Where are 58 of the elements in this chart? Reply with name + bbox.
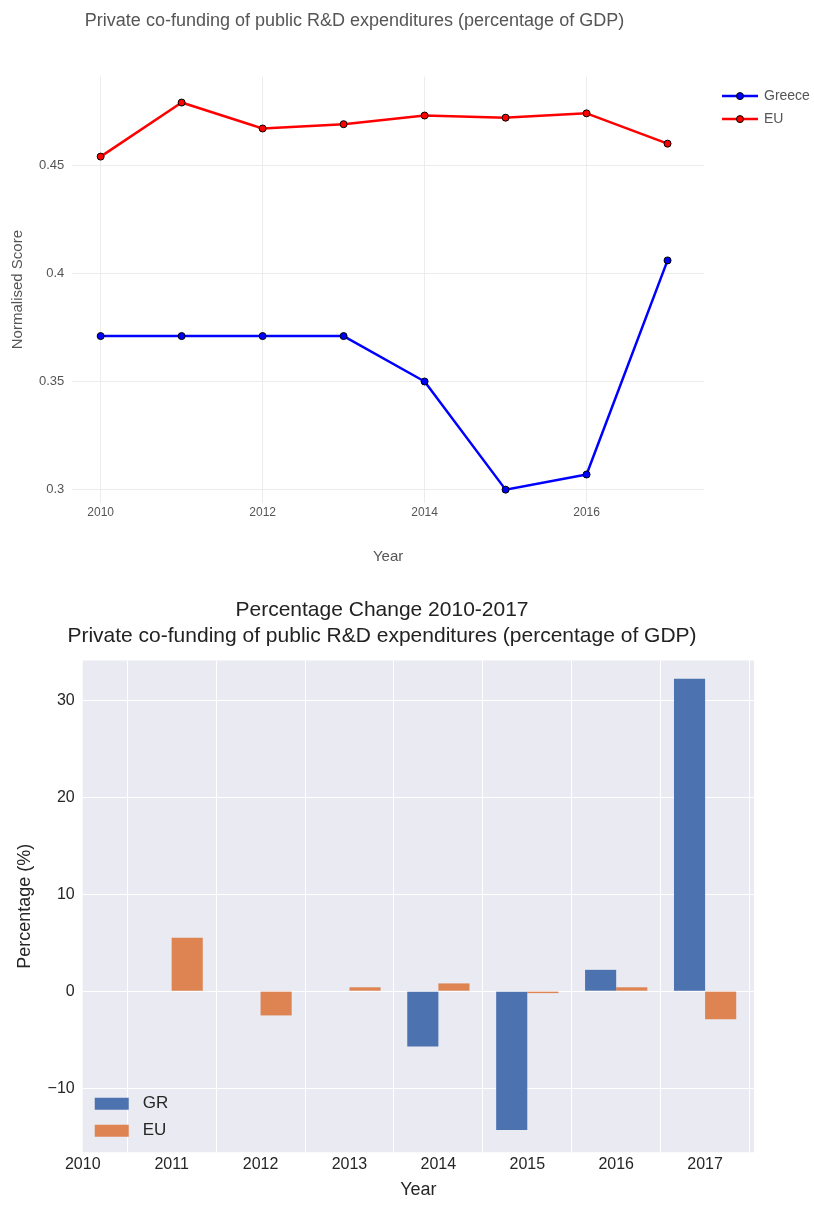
x-tick-label: 2011 xyxy=(154,1155,189,1173)
chart-title: Percentage Change 2010-2017 xyxy=(235,597,529,621)
y-tick-label: 20 xyxy=(56,787,75,805)
bar xyxy=(616,987,648,991)
y-tick-label: 30 xyxy=(56,690,75,708)
point xyxy=(96,332,105,341)
y-tick-label: 0.45 xyxy=(38,156,65,172)
point xyxy=(582,109,591,118)
chart-title: Private co-funding of public R&D expenditures (percentage of GDP) xyxy=(84,9,625,30)
chart-subtitle: Private co-funding of public R&D expenditures (percentage of GDP) xyxy=(67,622,697,646)
legend-label: EU xyxy=(142,1120,167,1140)
point xyxy=(258,332,267,341)
legend-label: Greece xyxy=(764,86,811,103)
x-tick-label: 2015 xyxy=(509,1155,546,1173)
x-tick-label: 2013 xyxy=(331,1155,368,1173)
bar xyxy=(585,969,617,991)
point xyxy=(339,120,348,129)
y-tick-label: −10 xyxy=(47,1078,75,1096)
bar xyxy=(673,678,706,991)
legend-label: GR xyxy=(142,1093,169,1113)
y-tick-label: 0 xyxy=(65,981,75,999)
y-tick-label: 0.3 xyxy=(46,481,65,497)
y-tick-label: 0.35 xyxy=(38,373,65,389)
bar xyxy=(705,991,737,1020)
x-tick-label: 2016 xyxy=(598,1155,635,1173)
point xyxy=(420,377,429,386)
bar xyxy=(349,987,381,991)
point xyxy=(258,124,267,133)
point xyxy=(663,139,672,148)
y-axis-title: Normalised Score xyxy=(8,229,26,350)
bar xyxy=(438,983,470,991)
point xyxy=(501,485,510,494)
point xyxy=(501,113,510,122)
point xyxy=(582,470,591,479)
bar xyxy=(260,991,292,1016)
x-axis-title: Year xyxy=(400,1179,437,1200)
point xyxy=(177,98,186,107)
bar xyxy=(407,991,439,1047)
x-tick-label: 2014 xyxy=(420,1155,457,1173)
x-tick-label: 2010 xyxy=(87,505,115,520)
point xyxy=(420,111,429,120)
x-axis-title: Year xyxy=(372,547,404,565)
x-tick-label: 2012 xyxy=(249,505,277,520)
point xyxy=(663,256,672,265)
x-tick-label: 2017 xyxy=(687,1155,723,1173)
x-tick-label: 2010 xyxy=(64,1155,101,1173)
y-tick-label: 0.4 xyxy=(46,264,65,280)
point xyxy=(96,152,105,161)
x-tick-label: 2014 xyxy=(411,505,439,520)
y-tick-label: 10 xyxy=(56,884,75,902)
legend-label: EU xyxy=(764,109,784,126)
x-tick-label: 2016 xyxy=(573,505,601,520)
y-axis-title: Percentage (%) xyxy=(13,843,34,969)
x-tick-label: 2012 xyxy=(242,1155,279,1173)
point xyxy=(339,332,348,341)
point xyxy=(177,332,186,341)
bar xyxy=(496,991,528,1130)
bar xyxy=(171,937,203,991)
